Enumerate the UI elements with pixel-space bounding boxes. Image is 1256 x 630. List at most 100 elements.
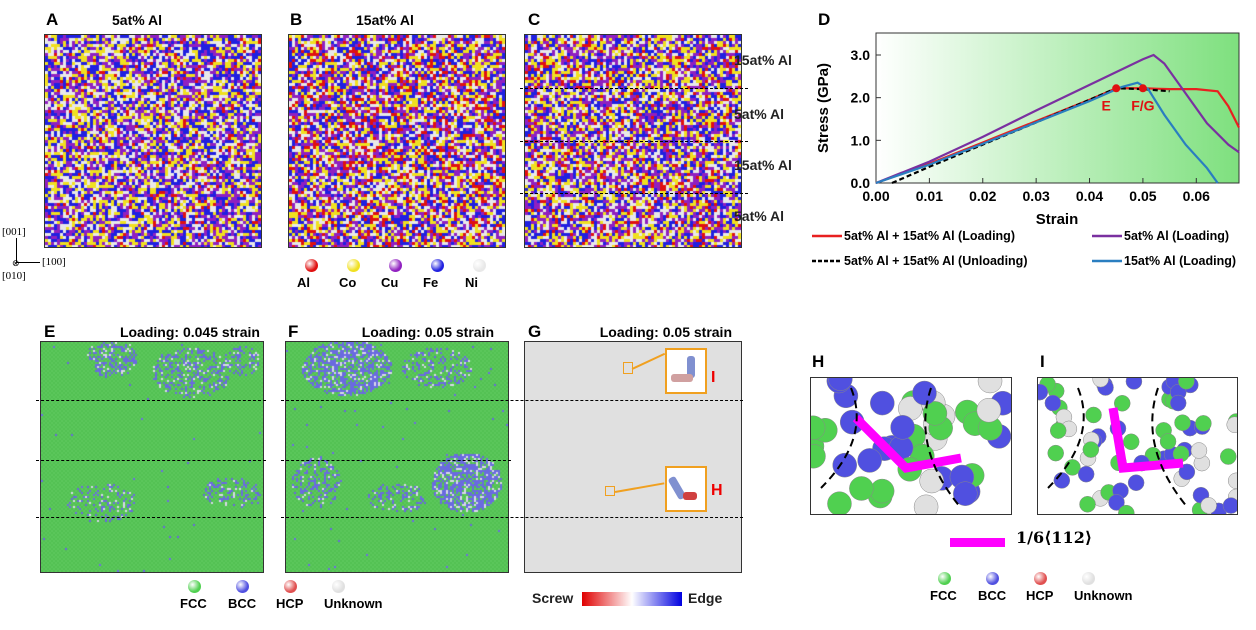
atom [811,443,826,469]
atom-map-5al [44,34,262,248]
atom [1122,433,1140,451]
atom [1178,378,1195,390]
atom [870,390,895,416]
inset-i [665,348,707,394]
atom [1190,442,1208,459]
stress-strain-chart: 0.00 0.01 0.02 0.03 0.04 0.05 0.06 0.0 1.0 2.0 3.0… [812,32,1240,268]
layer-label: 5at% Al [734,208,785,224]
bcc-marker [986,572,999,585]
x-tick-label: 0.01 [916,188,943,204]
legend-label: 5at% Al + 15at% Al (Loading) [844,229,1015,243]
axis-001-label: [001] [2,226,26,238]
panel-h-letter: H [812,352,825,371]
atom [1222,497,1237,514]
atom [1125,378,1143,390]
legend-label: 5at% Al + 15at% Al (Unloading) [844,254,1027,268]
atom [1113,395,1131,412]
layer-label: 15at% Al [734,52,792,68]
atom [890,415,915,440]
atom [953,481,978,506]
panel-a-letter: A [46,10,59,29]
layer-boundary [281,400,743,401]
layer-label: 5at% Al [734,106,785,122]
legend-label: BCC [978,588,1007,603]
y-axis-label: Stress (GPa) [815,63,832,153]
x-tick-label: 0.04 [1076,188,1103,204]
x-axis-label: Strain [1036,211,1079,228]
panel-f-letter: F [288,322,299,341]
panel-g-title: Loading: 0.05 strain [599,324,732,340]
hcp-marker [284,580,297,593]
dislocation-boundary [820,387,962,509]
y-tick-label: 1.0 [851,132,871,148]
cu-marker [389,259,402,272]
atom [1118,504,1135,514]
x-tick-label: 0.02 [969,188,996,204]
fcc-marker [938,572,951,585]
inset-h [665,466,707,512]
axis-010-label: [010] [2,270,26,282]
partial-dislocation-line [1108,407,1184,473]
partial-dislocation-label: 1/6⟨112⟩ [1016,528,1093,547]
atom [919,468,944,494]
panel-e-letter: E [44,322,56,341]
legend-label: HCP [276,596,304,611]
legend-label: BCC [228,596,257,611]
atom [811,415,826,441]
y-tick-label: 0.0 [851,175,871,191]
character-colorbar [582,592,682,606]
layer-boundary [520,193,748,194]
into-page-icon: ⊗ [12,258,20,268]
layer-boundary [281,517,743,518]
unknown-marker [1082,572,1095,585]
atom [1085,406,1102,424]
layer-boundary [36,517,266,518]
partial-dislocation-line [852,414,962,473]
atom [869,478,895,504]
dislocation-marker [605,486,615,496]
atom [828,378,853,391]
structure-map-f [285,341,509,573]
atom [832,452,857,478]
panel-f-title: Loading: 0.05 strain [361,324,494,340]
atom [1049,422,1067,439]
layer-boundary [520,88,748,89]
hcp-marker [1034,572,1047,585]
legend-label: Co [339,275,357,290]
panel-i-letter: I [1040,352,1045,371]
atom [1178,463,1196,481]
fe-marker [431,259,444,272]
layer-boundary [281,460,511,461]
atom [1092,378,1109,388]
atom [977,378,1003,394]
series-line [875,53,1240,185]
ni-marker [473,259,486,272]
al-marker [305,259,318,272]
co-marker [347,259,360,272]
atom [1077,465,1095,483]
fcc-marker [188,580,201,593]
x-tick-label: 0.06 [1183,188,1210,204]
panel-b-letter: B [290,10,303,29]
atom [1195,415,1212,432]
atom [1044,394,1062,412]
atom [1127,474,1145,491]
series-line [875,81,1219,185]
point-label: F/G [1131,97,1154,113]
atom-map-15al [288,34,506,248]
legend-label: Unknown [1074,588,1133,603]
panel-c-letter: C [528,10,541,29]
y-tick-label: 3.0 [851,47,871,63]
atom [1082,441,1100,458]
legend-label: 5at% Al (Loading) [1124,229,1229,243]
atom [1108,494,1125,511]
atom [1226,416,1237,433]
x-tick-label: 0.05 [1129,188,1156,204]
partial-dislocation-swatch [950,538,1005,547]
panel-d-letter: D [818,10,831,29]
atom [857,448,882,473]
legend-label: FCC [930,588,957,603]
atom [1174,414,1191,431]
atom-view-i [1037,377,1238,515]
legend-label: Ni [465,275,478,290]
